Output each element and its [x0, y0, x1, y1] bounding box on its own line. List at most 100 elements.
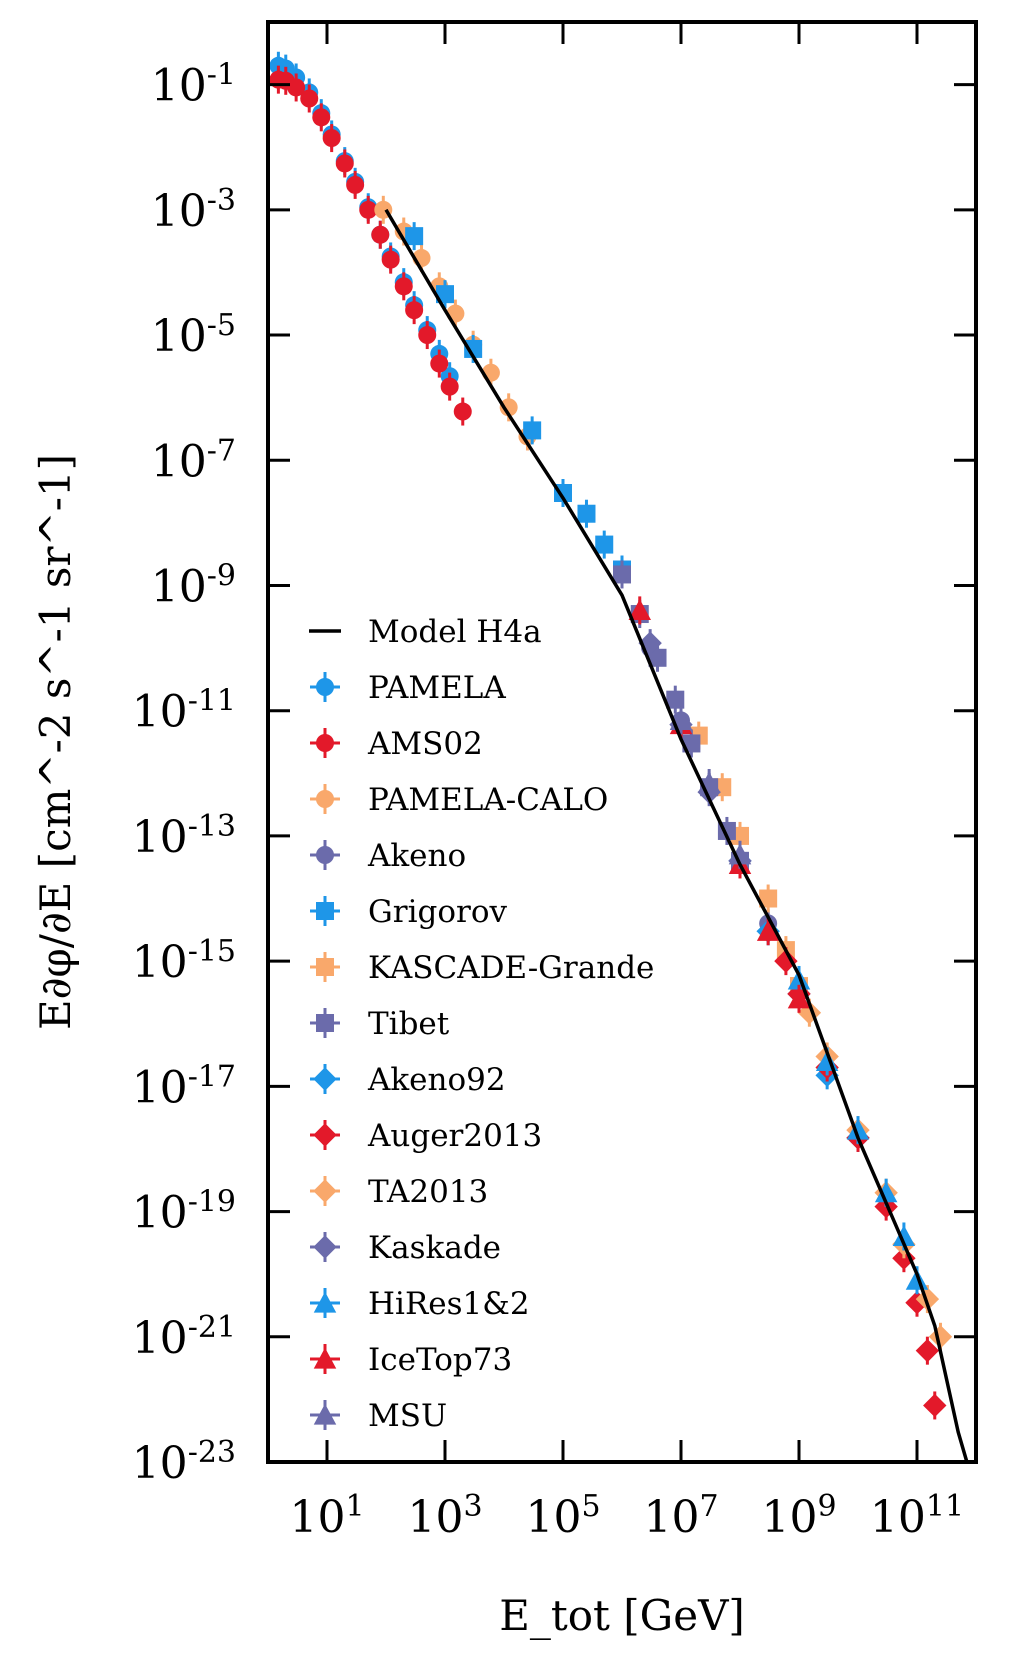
legend-label: Grigorov [368, 894, 507, 930]
legend-marker [316, 734, 334, 752]
data-point [436, 285, 454, 304]
legend-item-model: Model H4a [309, 614, 542, 650]
legend-marker [313, 1403, 337, 1425]
y-tick-label: 10-23 [132, 1435, 236, 1489]
legend-marker [316, 1014, 334, 1032]
y-tick-label: 10-21 [132, 1310, 236, 1364]
y-tick-label: 10-19 [132, 1185, 236, 1239]
x-tick-label: 107 [643, 1489, 718, 1543]
legend-item: Tibet [310, 1006, 450, 1042]
data-point [774, 949, 798, 973]
legend-item: KASCADE-Grande [310, 950, 654, 986]
data-point [666, 690, 685, 709]
data-point [405, 227, 424, 246]
data-point [418, 326, 437, 345]
legend-item: Kaskade [310, 1230, 501, 1266]
data-point [846, 1118, 870, 1140]
y-tick-label: 10-7 [151, 433, 236, 487]
data-point [923, 1393, 947, 1418]
data-point [405, 301, 424, 320]
legend-item: Akeno [310, 838, 466, 874]
x-tick-label: 109 [761, 1489, 836, 1543]
y-tick-label: 10-5 [151, 308, 236, 362]
y-axis-label: E∂φ/∂E [cm^-2 s^-1 sr^-1] [31, 454, 80, 1030]
x-axis-label: E_tot [GeV] [499, 1591, 745, 1640]
legend-item: MSU [310, 1398, 447, 1434]
y-tick-label: 10-17 [132, 1059, 236, 1113]
data-point [371, 225, 390, 244]
x-tick-label: 103 [407, 1489, 482, 1543]
legend-marker [313, 1179, 337, 1203]
data-point [915, 1338, 940, 1363]
legend-label: HiRes1&2 [368, 1286, 530, 1322]
data-point [322, 129, 341, 148]
legend-item: Akeno92 [310, 1062, 506, 1098]
legend-marker [316, 902, 334, 920]
data-point [797, 1001, 822, 1025]
legend-marker [316, 846, 334, 864]
y-tick-label: 10-3 [151, 183, 236, 237]
legend-label: Model H4a [368, 614, 542, 650]
legend-label: PAMELA-CALO [368, 782, 608, 818]
data-point [595, 535, 614, 554]
data-point [287, 78, 306, 97]
legend-label: Auger2013 [367, 1118, 542, 1154]
legend-marker [313, 1291, 337, 1313]
legend-label: IceTop73 [368, 1342, 512, 1378]
legend-item: PAMELA [310, 670, 506, 706]
legend-marker [316, 790, 334, 808]
y-tick-label: 10-13 [132, 809, 236, 863]
legend-item: Auger2013 [310, 1118, 542, 1154]
axes: 10-1 10-3 10-5 10-7 10-9 10-11 10-13 10-15 10-17… [31, 20, 978, 1640]
data-point [759, 889, 778, 908]
legend-item: Grigorov [310, 894, 507, 930]
model-curve-layer [384, 208, 969, 1463]
data-point [359, 200, 378, 219]
legend-label: PAMELA [368, 670, 506, 706]
data-point [628, 599, 652, 620]
legend-label: Kaskade [368, 1230, 501, 1266]
legend-marker [313, 1235, 337, 1259]
data-point [928, 1325, 953, 1349]
x-tick-label: 105 [525, 1489, 600, 1543]
legend-label: Akeno92 [367, 1062, 506, 1098]
data-point [523, 421, 542, 440]
x-tick-label: 101 [289, 1489, 364, 1543]
data-point [430, 354, 449, 373]
x-tick-label: 1011 [870, 1489, 964, 1543]
plot-frame [266, 20, 978, 1464]
legend: Model H4a PAMELA AMS02 PAMELA-CALO Akeno Grig… [309, 614, 654, 1434]
model-curve [384, 208, 969, 1463]
legend-marker [313, 1123, 337, 1147]
data-point [499, 398, 518, 417]
data-point [312, 108, 331, 127]
data-point [787, 987, 811, 1009]
data-point [453, 402, 472, 421]
y-tick-label: 10-15 [132, 934, 236, 988]
data-point [394, 277, 413, 296]
data-point [905, 1291, 929, 1315]
legend-label: AMS02 [367, 726, 483, 762]
data-point [874, 1181, 898, 1203]
data-point [577, 504, 596, 523]
data-point [648, 648, 667, 667]
data-point [335, 154, 354, 173]
legend-item: AMS02 [310, 726, 483, 762]
legend-label: MSU [368, 1398, 447, 1434]
data-point [440, 377, 459, 396]
legend-marker [316, 678, 334, 696]
data-point [381, 250, 400, 269]
legend-label: Akeno [367, 838, 466, 874]
legend-item: PAMELA-CALO [310, 782, 608, 818]
y-tick-label: 10-9 [151, 558, 236, 612]
y-tick-label: 10-11 [132, 684, 236, 738]
legend-item: IceTop73 [310, 1342, 512, 1378]
data-point [728, 843, 752, 865]
legend-item: TA2013 [310, 1174, 488, 1210]
legend-marker [313, 1067, 337, 1091]
legend-marker [316, 958, 334, 976]
legend-label: KASCADE-Grande [368, 950, 654, 986]
